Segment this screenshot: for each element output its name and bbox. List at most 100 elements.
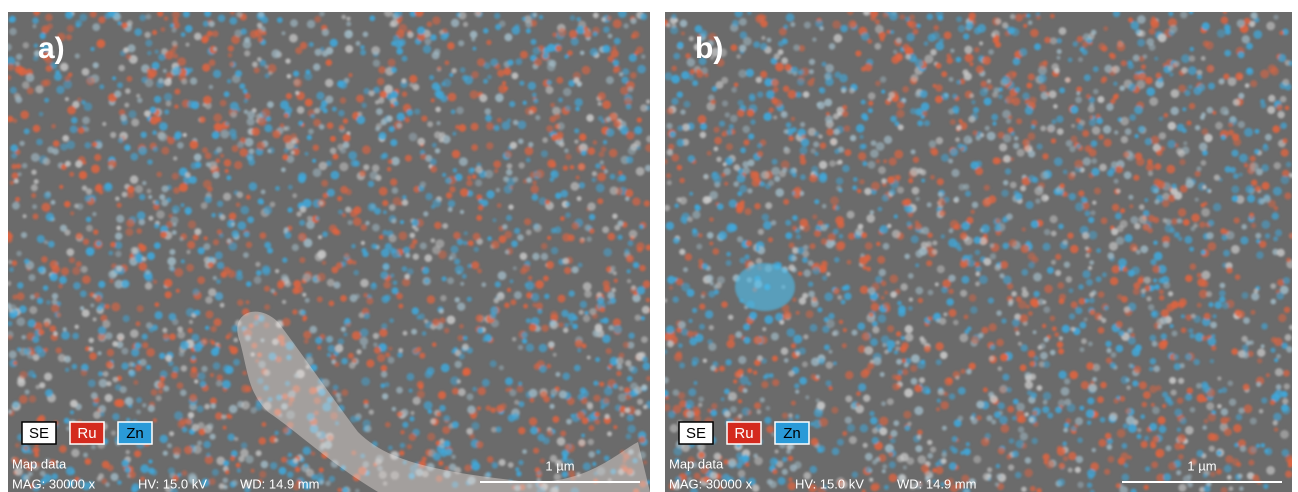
texture-dot [1056, 115, 1064, 123]
texture-dot [673, 447, 683, 456]
texture-dot [1194, 170, 1201, 177]
texture-dot [675, 278, 684, 286]
texture-dot [736, 236, 744, 243]
texture-dot [550, 170, 559, 179]
texture-dot [490, 407, 497, 414]
texture-dot [832, 20, 841, 29]
texture-dot [454, 173, 463, 182]
texture-dot [724, 410, 731, 418]
texture-dot [874, 19, 880, 25]
texture-dot [1028, 311, 1033, 316]
texture-dot [92, 294, 98, 299]
texture-dot [681, 71, 690, 80]
texture-dot [378, 97, 385, 104]
texture-dot [962, 69, 969, 76]
texture-dot [180, 340, 190, 350]
texture-dot [1088, 96, 1095, 104]
texture-dot [713, 289, 719, 295]
texture-dot [666, 149, 673, 156]
texture-dot [1257, 358, 1263, 364]
texture-dot [263, 322, 270, 329]
texture-dot [1067, 172, 1076, 180]
texture-dot [512, 266, 517, 271]
texture-dot [164, 50, 174, 60]
texture-dot [342, 141, 350, 149]
texture-dot [124, 466, 131, 473]
texture-dot [1141, 401, 1148, 408]
texture-dot [1136, 434, 1142, 439]
texture-dot [153, 95, 162, 104]
texture-dot [1131, 347, 1141, 357]
texture-dot [780, 347, 789, 356]
texture-dot [209, 373, 215, 378]
texture-dot [1180, 327, 1187, 334]
texture-dot [254, 28, 264, 38]
texture-dot [286, 471, 294, 479]
texture-dot [485, 334, 493, 342]
texture-dot [868, 100, 874, 106]
texture-dot [1096, 117, 1103, 125]
texture-dot [231, 35, 241, 45]
texture-dot [512, 119, 519, 126]
texture-dot [592, 12, 599, 19]
texture-dot [797, 78, 805, 86]
texture-dot [1143, 276, 1151, 284]
texture-dot [1182, 219, 1190, 226]
texture-dot [1116, 429, 1126, 438]
texture-dot [710, 55, 715, 60]
texture-dot [842, 164, 850, 173]
texture-dot [628, 365, 635, 372]
texture-dot [555, 371, 561, 377]
texture-dot [1129, 243, 1138, 252]
texture-dot [730, 114, 738, 123]
texture-dot [531, 293, 540, 302]
texture-dot [863, 12, 870, 16]
texture-dot [87, 379, 96, 388]
texture-dot [168, 360, 174, 367]
texture-dot [764, 416, 772, 424]
texture-dot [1260, 344, 1265, 349]
texture-dot [791, 127, 797, 133]
texture-dot [401, 266, 408, 272]
texture-dot [257, 57, 262, 62]
texture-dot [1153, 365, 1160, 373]
texture-dot [190, 162, 198, 170]
texture-dot [1092, 200, 1097, 205]
texture-dot [241, 384, 250, 393]
texture-dot [880, 76, 887, 83]
texture-dot [754, 203, 761, 210]
texture-dot [507, 462, 514, 468]
texture-dot [81, 68, 90, 76]
texture-dot [351, 243, 356, 249]
texture-dot [244, 37, 249, 43]
texture-dot [1007, 283, 1014, 290]
texture-dot [1042, 153, 1049, 160]
texture-dot [1036, 15, 1041, 20]
texture-dot [223, 91, 230, 98]
texture-dot [457, 302, 466, 311]
texture-dot [464, 464, 472, 472]
texture-dot [493, 125, 500, 131]
texture-dot [391, 218, 397, 224]
texture-dot [551, 134, 559, 141]
texture-dot [1227, 380, 1234, 387]
texture-dot [313, 118, 321, 127]
texture-dot [619, 174, 627, 182]
texture-dot [1093, 187, 1101, 195]
texture-dot [528, 388, 538, 398]
texture-dot [454, 258, 461, 265]
texture-dot [1234, 309, 1242, 317]
texture-dot [909, 14, 915, 21]
texture-dot [860, 99, 866, 105]
texture-dot [1027, 20, 1033, 25]
texture-dot [816, 102, 821, 107]
texture-dot [216, 146, 223, 153]
texture-dot [698, 258, 704, 264]
texture-dot [731, 87, 737, 93]
texture-dot [402, 246, 410, 254]
texture-dot [1158, 340, 1167, 350]
texture-dot [31, 463, 37, 469]
texture-dot [771, 166, 780, 176]
texture-dot [236, 12, 243, 18]
texture-dot [390, 67, 397, 73]
